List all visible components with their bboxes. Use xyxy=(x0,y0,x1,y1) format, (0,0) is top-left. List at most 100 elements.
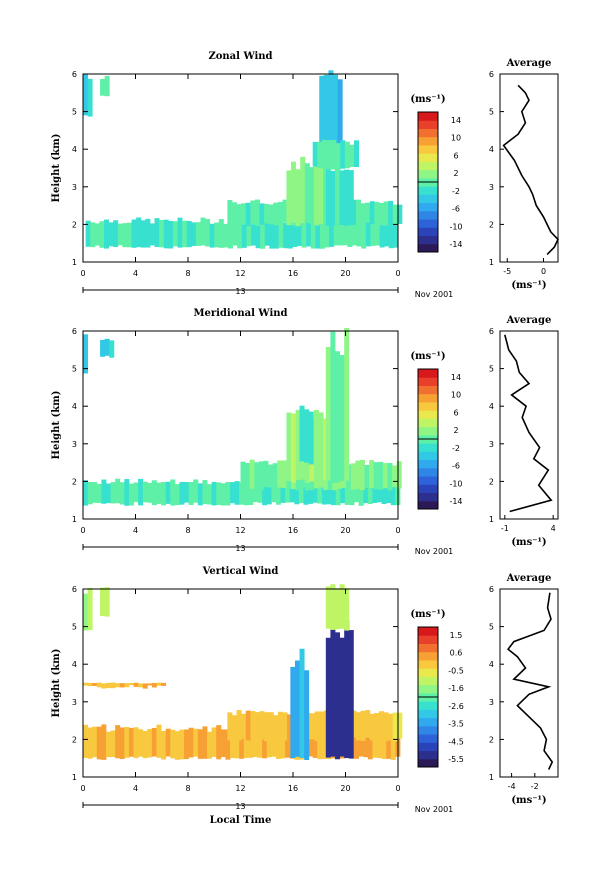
heatmap-cell xyxy=(165,481,171,504)
heatmap-cell xyxy=(365,220,371,247)
x-tick-label: 4 xyxy=(133,784,138,793)
heatmap-cell xyxy=(156,482,162,504)
colorbar-swatch xyxy=(418,676,438,686)
heatmap-cell xyxy=(245,710,251,741)
heatmap-cell xyxy=(232,220,238,246)
heatmap-cell xyxy=(365,710,371,738)
heatmap-cell xyxy=(325,637,331,758)
heatmap-cell xyxy=(364,465,370,488)
heatmap-cell xyxy=(273,715,279,740)
x-tick-label: 20 xyxy=(340,526,350,535)
heatmap-cell xyxy=(390,478,396,506)
heatmap-cell xyxy=(182,220,188,248)
heatmap-cell xyxy=(285,730,291,758)
heatmap-cell xyxy=(119,727,125,760)
heatmap-cell xyxy=(241,203,247,225)
chart-title: Meridional Wind xyxy=(193,308,287,319)
colorbar-swatch xyxy=(418,451,438,461)
colorbar-swatch xyxy=(418,717,438,727)
heatmap-cell xyxy=(268,464,274,488)
heatmap-cell xyxy=(317,141,323,169)
chart-title: Vertical Wind xyxy=(202,566,279,577)
colorbar-unit: (ms⁻¹) xyxy=(410,351,445,362)
colorbar-tick-label: 6 xyxy=(453,408,458,417)
heatmap-cell xyxy=(299,648,305,758)
colorbar-tick-label: 1.5 xyxy=(450,631,463,640)
average-y-tick-label: 2 xyxy=(489,735,494,744)
average-y-tick-label: 6 xyxy=(489,585,494,594)
heatmap-cell xyxy=(109,340,115,358)
heatmap-cell xyxy=(263,460,269,488)
colorbar-tick-label: -6 xyxy=(452,462,460,471)
heatmap-cell xyxy=(138,729,144,757)
colorbar-swatch xyxy=(418,725,438,735)
heatmap-cell xyxy=(216,482,222,505)
heatmap-cell xyxy=(83,73,88,116)
heatmap-cell xyxy=(124,683,130,688)
heatmap-cell xyxy=(108,222,114,247)
heatmap-cell xyxy=(163,219,169,249)
heatmap-cell xyxy=(200,217,206,246)
heatmap-cell xyxy=(205,219,211,247)
heatmap-cell xyxy=(286,170,292,226)
average-x-tick-label: 4 xyxy=(551,524,556,533)
heatmap-cell xyxy=(101,479,107,504)
heatmap-cell xyxy=(92,682,98,686)
heatmap-cell xyxy=(133,727,139,759)
heatmap-cell xyxy=(379,223,385,248)
heatmap-cell xyxy=(356,199,361,225)
colorbar-swatch xyxy=(418,709,438,719)
colorbar-swatch xyxy=(418,643,438,653)
heatmap-cell xyxy=(289,482,295,503)
heatmap-cell xyxy=(151,480,157,506)
heatmap-cell xyxy=(193,479,199,503)
heatmap-cell xyxy=(356,712,361,741)
average-y-tick-label: 6 xyxy=(489,70,494,79)
colorbar-swatch xyxy=(418,227,438,237)
heatmap-cell xyxy=(105,731,111,758)
heatmap-cell xyxy=(382,463,388,489)
heatmap-cell xyxy=(236,204,242,226)
heatmap-cell xyxy=(335,632,340,760)
heatmap-cell xyxy=(330,617,336,757)
heatmap-cell xyxy=(115,683,121,688)
heatmap-cell xyxy=(273,202,279,226)
heatmap-cell xyxy=(344,169,350,226)
heatmap-cell xyxy=(142,683,148,689)
heatmap-cell xyxy=(333,74,339,162)
heatmap-cell xyxy=(96,726,102,760)
heatmap-cell xyxy=(237,220,243,249)
average-y-tick-label: 4 xyxy=(489,660,494,669)
colorbar-unit: (ms⁻¹) xyxy=(410,609,445,620)
heatmap-cell xyxy=(234,481,240,505)
heatmap-cell xyxy=(310,221,316,249)
heatmap-cell xyxy=(220,483,226,506)
average-profile-line xyxy=(502,84,559,256)
average-title: Average xyxy=(506,58,552,69)
heatmap-cell xyxy=(128,483,134,506)
x-tick-label: 8 xyxy=(185,269,190,278)
average-y-tick-label: 4 xyxy=(489,145,494,154)
heatmap-cell xyxy=(154,218,160,248)
colorbar-swatch xyxy=(418,443,438,452)
heatmap-cell xyxy=(392,204,398,225)
average-title: Average xyxy=(506,315,552,326)
heatmap-cell xyxy=(286,412,292,482)
heatmap-cell xyxy=(377,479,382,503)
average-title: Average xyxy=(506,573,552,584)
heatmap-cell xyxy=(397,712,403,739)
heatmap-cell xyxy=(308,726,314,757)
heatmap-cell xyxy=(100,79,106,96)
heatmap-cell xyxy=(290,666,296,759)
heatmap-cell xyxy=(365,202,371,223)
heatmap-cell xyxy=(240,461,246,489)
colorbar-swatch xyxy=(418,401,438,411)
heatmap-cell xyxy=(308,481,314,504)
heatmap-cell xyxy=(105,483,111,504)
x-tick-label: 0 xyxy=(80,269,85,278)
heatmap-cell xyxy=(374,712,380,740)
heatmap-cell xyxy=(323,74,329,161)
colorbar-swatch xyxy=(418,418,438,428)
x-tick-label: 12 xyxy=(235,269,245,278)
